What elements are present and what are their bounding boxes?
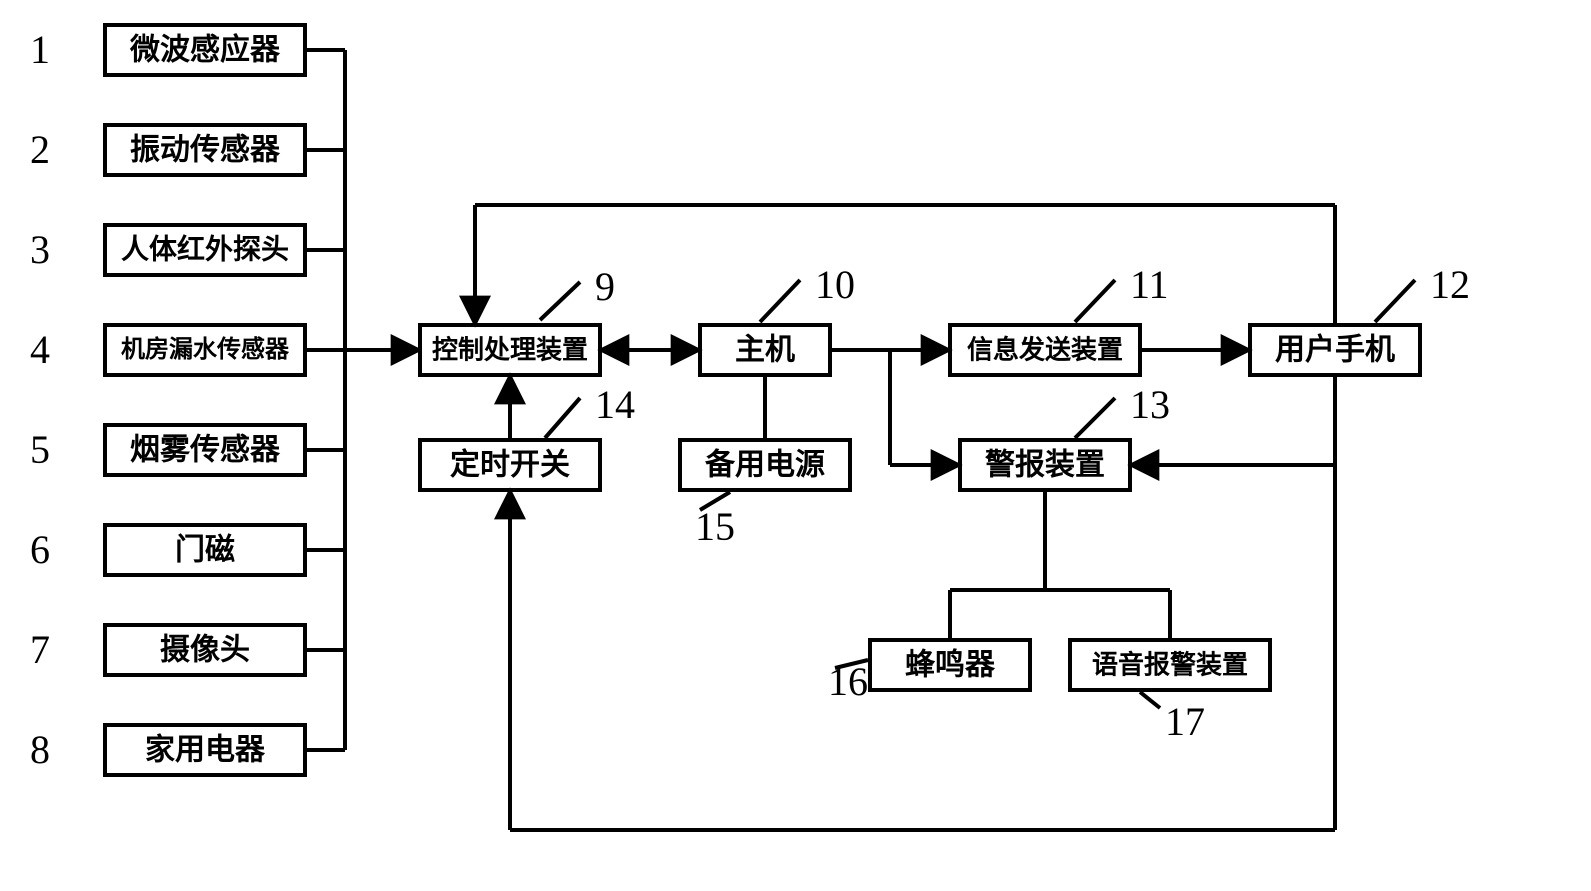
- num-17: 17: [1165, 699, 1205, 744]
- sensor-number-7: 7: [30, 627, 50, 672]
- sensor-label-6: 门磁: [175, 533, 235, 567]
- sensor-number-5: 5: [30, 427, 50, 472]
- sensor-label-8: 家用电器: [145, 734, 266, 767]
- buzzer-box-label: 蜂鸣器: [905, 649, 996, 682]
- sensor-label-5: 烟雾传感器: [130, 434, 281, 467]
- num-12: 12: [1430, 262, 1470, 307]
- sensor-number-3: 3: [30, 227, 50, 272]
- sensor-label-4: 机房漏水传感器: [121, 335, 290, 363]
- backup-box-label: 备用电源: [705, 448, 825, 482]
- control-box-label: 控制处理装置: [432, 336, 588, 365]
- phone-box-label: 用户手机: [1275, 334, 1395, 367]
- sensor-label-3: 人体红外探头: [121, 233, 289, 266]
- timer-box-label: 定时开关: [450, 448, 570, 482]
- num-9: 9: [595, 264, 615, 309]
- sensor-number-4: 4: [30, 327, 50, 372]
- sensor-label-7: 摄像头: [160, 634, 250, 667]
- sensor-number-1: 1: [30, 27, 50, 72]
- num-10: 10: [815, 262, 855, 307]
- alarm-box-label: 警报装置: [985, 448, 1105, 482]
- sensor-label-2: 振动传感器: [130, 134, 281, 167]
- host-box-label: 主机: [735, 334, 795, 367]
- sensor-number-2: 2: [30, 127, 50, 172]
- num-11: 11: [1130, 262, 1169, 307]
- sensor-number-8: 8: [30, 727, 50, 772]
- num-13: 13: [1130, 382, 1170, 427]
- sensor-number-6: 6: [30, 527, 50, 572]
- block-diagram: 1 微波感应器 2 振动传感器 3 人体红外探头 4 机房漏水传感器 5 烟雾传感器 6 门磁 7 摄像头…: [0, 0, 1591, 891]
- voice-box-label: 语音报警装置: [1092, 650, 1248, 680]
- sensor-label-1: 微波感应器: [129, 33, 281, 67]
- send-box-label: 信息发送装置: [967, 335, 1123, 365]
- num-14: 14: [595, 382, 635, 427]
